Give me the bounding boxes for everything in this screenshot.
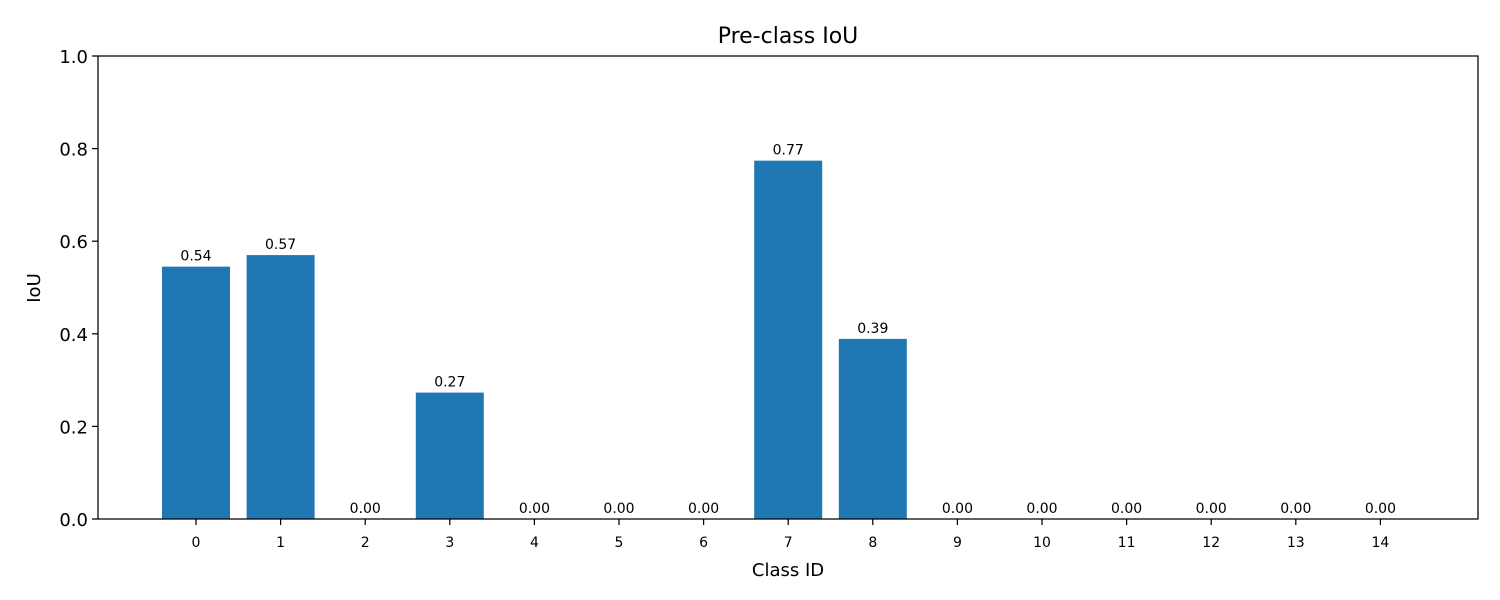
x-tick-label: 13 [1287,535,1305,551]
data-labels-layer: 0.54 0.57 0.00 0.27 0.00 0.00 0.00 0.77 0.39 0.00… [180,143,1396,517]
x-tick-label: 8 [868,535,877,551]
x-tick-label: 2 [361,535,370,551]
y-tick-label: 1.0 [59,47,88,68]
axes-layer: 0.00.20.40.60.81.00 1 2 3 4 5 6 7 8 9 10 11 12 13 14 [59,47,1479,551]
y-tick-label: 0.4 [59,325,88,346]
y-tick-label: 0.2 [59,417,88,438]
x-tick-label: 1 [276,535,285,551]
data-label-class-9: 0.00 [942,501,973,517]
x-tick-label: 6 [699,535,708,551]
data-label-class-8: 0.39 [857,321,888,337]
data-label-class-10: 0.00 [1026,501,1057,517]
x-tick-label: 11 [1118,535,1136,551]
data-label-class-6: 0.00 [688,501,719,517]
bar-class-0 [162,266,230,519]
bar-class-1 [246,255,315,519]
x-axis-label: Class ID [752,560,824,581]
y-axis-label: IoU [24,273,45,303]
bar-class-7 [754,160,823,519]
x-tick-label: 14 [1371,535,1389,551]
chart-title: Pre-class IoU [718,24,859,49]
x-tick-label: 9 [953,535,962,551]
data-label-class-1: 0.57 [265,237,296,253]
data-label-class-11: 0.00 [1111,501,1142,517]
x-tick-label: 0 [192,535,201,551]
data-label-class-7: 0.77 [773,143,804,159]
x-tick-label: 5 [615,535,624,551]
data-label-class-3: 0.27 [434,375,465,391]
y-tick-label: 0.0 [59,510,88,531]
x-tick-label: 12 [1202,535,1220,551]
bar-class-8 [838,338,907,519]
data-label-class-4: 0.00 [519,501,550,517]
bars-layer [162,160,907,519]
data-label-class-14: 0.00 [1365,501,1396,517]
data-label-class-13: 0.00 [1280,501,1311,517]
data-label-class-0: 0.54 [180,249,211,265]
x-tick-label: 7 [784,535,793,551]
y-tick-label: 0.8 [59,140,88,161]
x-tick-label: 3 [445,535,454,551]
bar-class-3 [415,392,484,519]
data-label-class-5: 0.00 [603,501,634,517]
data-label-class-2: 0.00 [350,501,381,517]
x-tick-label: 4 [530,535,539,551]
x-tick-label: 10 [1033,535,1051,551]
data-label-class-12: 0.00 [1196,501,1227,517]
y-tick-label: 0.6 [59,232,88,253]
